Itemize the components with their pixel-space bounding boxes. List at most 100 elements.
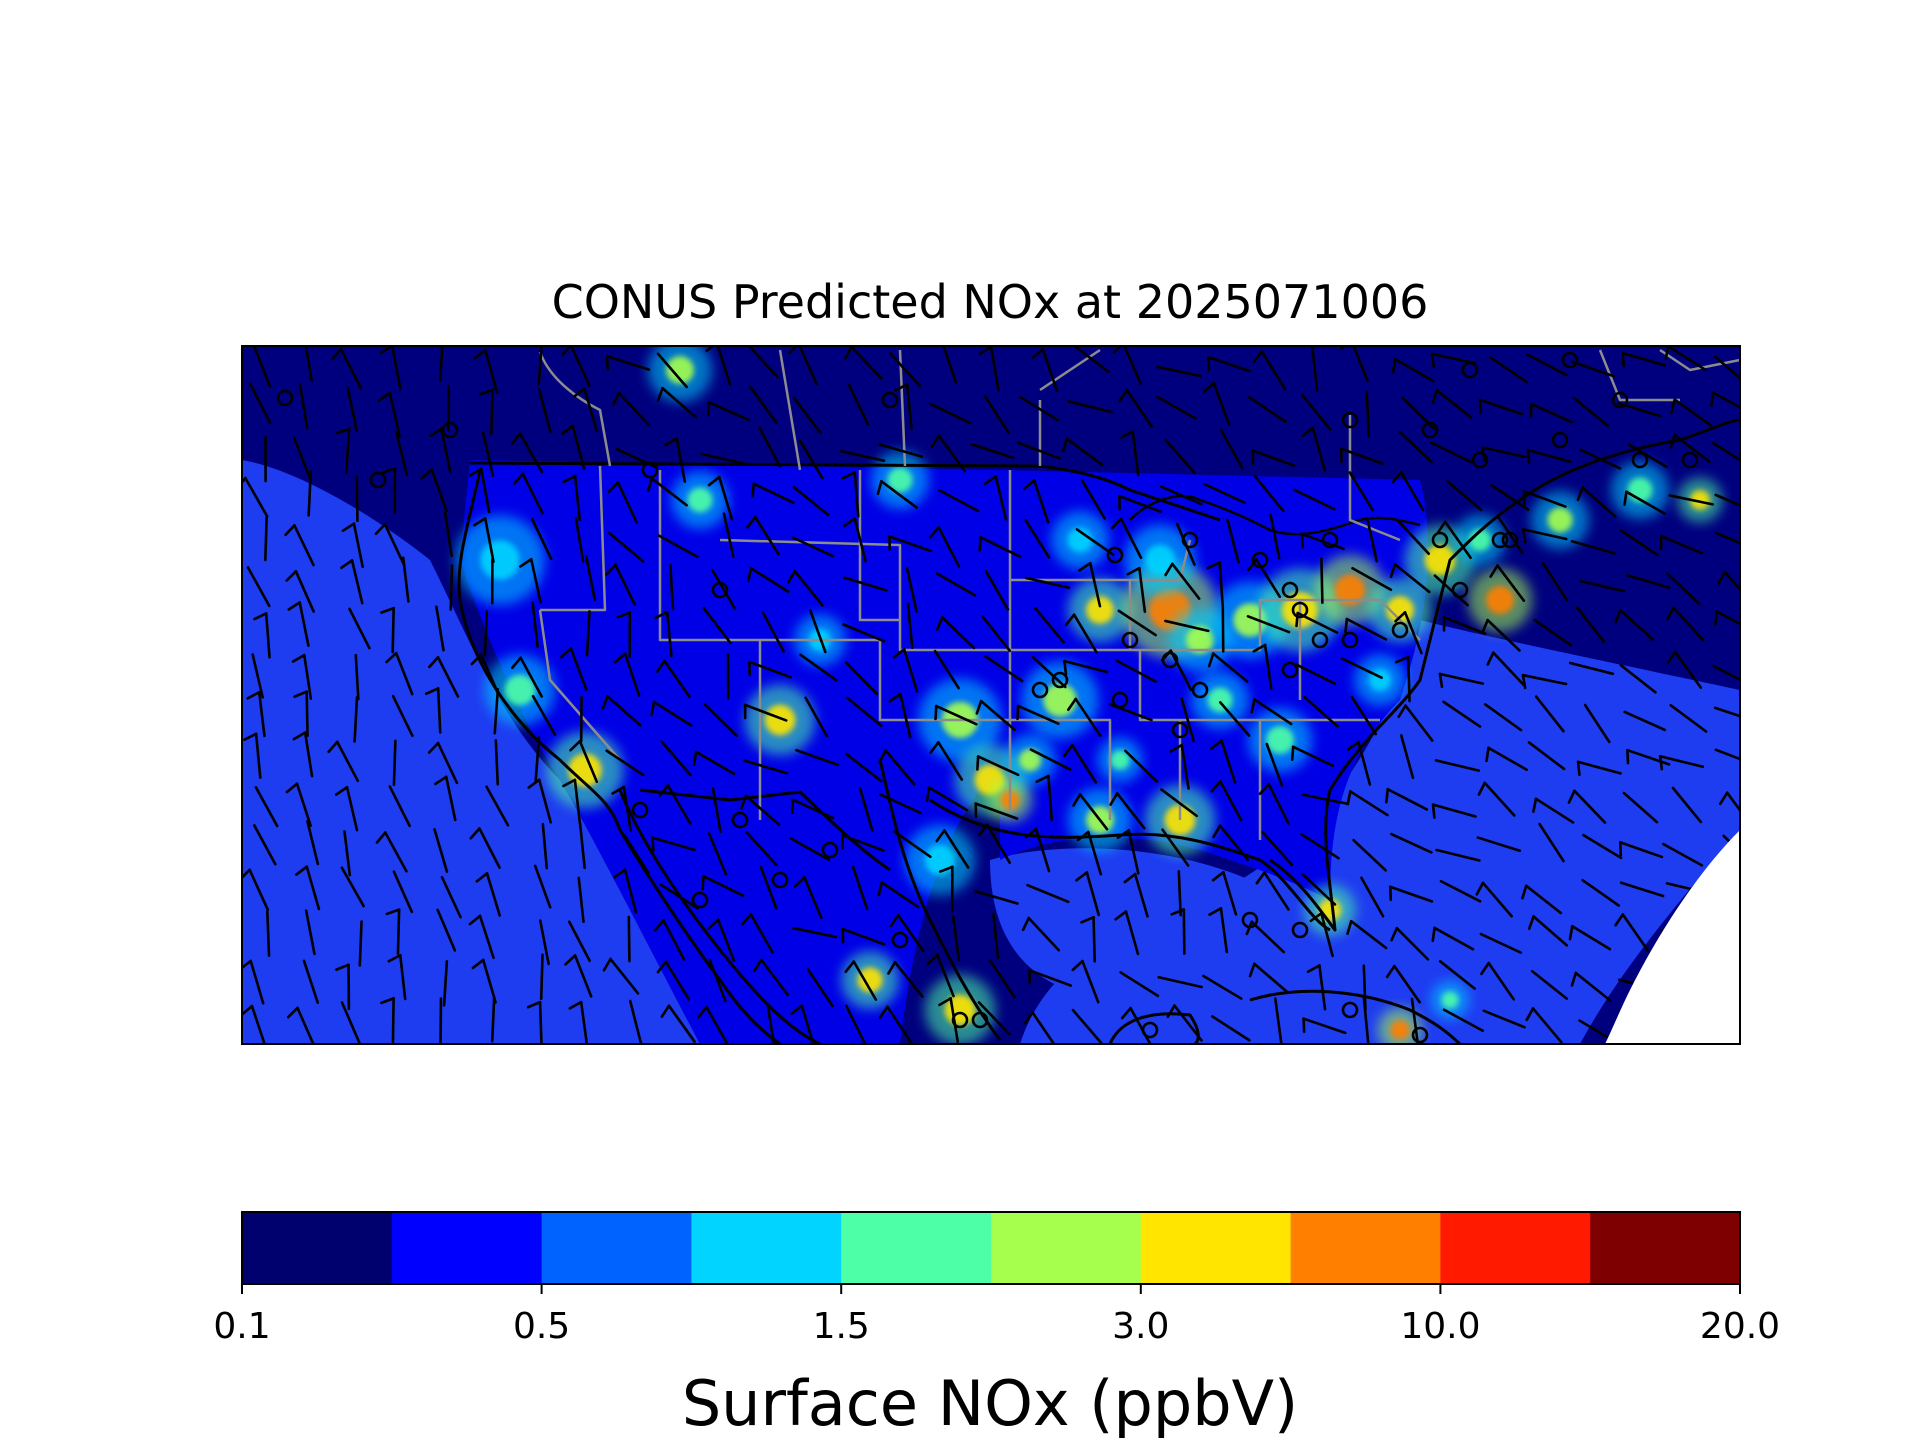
wind-barb-icon bbox=[1063, 743, 1098, 784]
wind-barb-icon bbox=[992, 912, 1000, 959]
wind-barb-icon bbox=[1210, 780, 1243, 822]
wind-barb-icon bbox=[1390, 926, 1430, 961]
wind-barb-icon bbox=[510, 432, 544, 474]
map-frame bbox=[241, 345, 1741, 1045]
wind-barb-icon bbox=[1521, 673, 1568, 690]
wind-barb-icon bbox=[888, 692, 912, 739]
wind-barb-icon bbox=[951, 915, 961, 962]
calm-circle-icon bbox=[1281, 581, 1299, 599]
wind-barb-icon bbox=[539, 953, 544, 1001]
wind-barb-icon bbox=[560, 346, 591, 387]
wind-barb-icon bbox=[1026, 883, 1070, 904]
wind-barb-icon bbox=[1072, 346, 1110, 374]
wind-barb-icon bbox=[1390, 832, 1433, 854]
wind-barb-icon bbox=[1210, 739, 1237, 784]
wind-barb-icon bbox=[1208, 907, 1229, 954]
calm-circle-icon bbox=[1461, 361, 1479, 379]
wind-barb-icon bbox=[878, 749, 916, 786]
wind-barb-icon bbox=[1712, 664, 1740, 682]
wind-barb-icon bbox=[1526, 448, 1572, 465]
wind-barb-icon bbox=[657, 534, 699, 559]
wind-barb-icon bbox=[1619, 529, 1659, 557]
wind-barb-icon bbox=[1538, 822, 1565, 863]
wind-barb-icon bbox=[1024, 518, 1051, 559]
wind-barb-icon bbox=[1344, 617, 1388, 641]
calm-circle-icon bbox=[1421, 421, 1439, 439]
wind-barb-icon bbox=[877, 881, 920, 909]
wind-barb-icon bbox=[519, 557, 542, 604]
wind-barb-icon bbox=[888, 535, 933, 553]
wind-barb-icon bbox=[1622, 791, 1659, 824]
wind-barb-icon bbox=[1398, 430, 1433, 464]
wind-barb-icon bbox=[286, 1006, 315, 1044]
wind-barb-icon bbox=[700, 452, 746, 466]
wind-barb-icon bbox=[1023, 1011, 1056, 1044]
wind-barb-icon bbox=[1442, 1008, 1485, 1033]
wind-barb-icon bbox=[1346, 790, 1389, 817]
calm-circle-icon bbox=[1171, 721, 1189, 739]
wind-barb-icon bbox=[1202, 381, 1231, 426]
wind-barb-icon bbox=[1206, 561, 1225, 608]
wind-barb-icon bbox=[1579, 579, 1626, 593]
wind-barb-icon bbox=[1666, 650, 1703, 689]
wind-barb-icon bbox=[395, 430, 409, 477]
colorbar: 0.1 0.5 1.5 3.0 10.0 20.0 Surface NOx (ppbV) bbox=[213, 1211, 1780, 1440]
colorbar-tick-label: 1.5 bbox=[813, 1306, 870, 1347]
wind-barb-icon bbox=[526, 1000, 543, 1044]
wind-barb-icon bbox=[331, 348, 363, 390]
wind-barb-icon bbox=[934, 704, 978, 726]
wind-barbs bbox=[242, 346, 1740, 1044]
wind-barb-icon bbox=[711, 569, 737, 610]
calm-circle-icon bbox=[891, 931, 909, 949]
wind-barb-icon bbox=[841, 927, 886, 946]
wind-barb-icon bbox=[1219, 701, 1251, 737]
wind-barb-icon bbox=[793, 875, 823, 920]
wind-barb-icon bbox=[428, 655, 460, 698]
wind-barb-icon bbox=[656, 352, 689, 389]
wind-barb-icon bbox=[1664, 346, 1707, 372]
wind-barb-icon bbox=[1024, 576, 1071, 590]
wind-barb-icon bbox=[1339, 447, 1384, 465]
wind-barb-icon bbox=[1075, 528, 1115, 556]
wind-barb-icon bbox=[1431, 388, 1473, 419]
mexico-us-border bbox=[639, 788, 891, 872]
calm-circle-icon bbox=[1141, 1021, 1159, 1039]
wind-barb-icon bbox=[1067, 400, 1113, 414]
wind-barb-icon bbox=[879, 793, 922, 815]
wind-barb-icon bbox=[574, 516, 585, 563]
wind-barb-icon bbox=[442, 960, 449, 1007]
wind-barb-icon bbox=[659, 883, 699, 910]
wind-barb-icon bbox=[1265, 742, 1284, 787]
wind-barb-icon bbox=[894, 383, 913, 430]
wind-barb-icon bbox=[601, 694, 642, 727]
wind-barb-icon bbox=[928, 526, 961, 568]
wind-barb-icon bbox=[385, 908, 401, 955]
wind-barb-icon bbox=[988, 959, 1016, 999]
wind-barb-icon bbox=[655, 659, 691, 699]
wind-barb-icon bbox=[569, 739, 599, 784]
calm-circles bbox=[276, 351, 1699, 1044]
wind-barb-icon bbox=[1391, 357, 1435, 383]
calm-circle-icon bbox=[951, 1011, 969, 1029]
calm-circle-icon bbox=[1561, 351, 1579, 369]
wind-barb-icon bbox=[809, 609, 827, 654]
wind-barb-icon bbox=[1350, 695, 1378, 736]
wind-barb-icon bbox=[1389, 885, 1434, 903]
florida-coastline bbox=[1269, 789, 1337, 932]
wind-barb-icon bbox=[748, 660, 793, 679]
wind-barb-icon bbox=[1711, 441, 1740, 462]
wind-barb-icon bbox=[1581, 878, 1621, 907]
wind-barb-icon bbox=[380, 997, 395, 1044]
wind-barb-icon bbox=[791, 798, 835, 820]
wind-barb-icon bbox=[1619, 881, 1665, 898]
calm-circle-icon bbox=[1031, 681, 1049, 699]
wind-barb-icon bbox=[984, 569, 1010, 611]
wind-barb-icon bbox=[533, 864, 552, 909]
wind-barb-icon bbox=[424, 687, 442, 734]
wind-barb-icon bbox=[892, 647, 919, 693]
wind-barb-icon bbox=[1254, 475, 1285, 513]
wind-barb-icon bbox=[612, 391, 651, 427]
wind-barb-icon bbox=[1117, 609, 1157, 637]
wind-barb-icon bbox=[1202, 974, 1243, 1000]
wind-barb-icon bbox=[355, 475, 359, 523]
